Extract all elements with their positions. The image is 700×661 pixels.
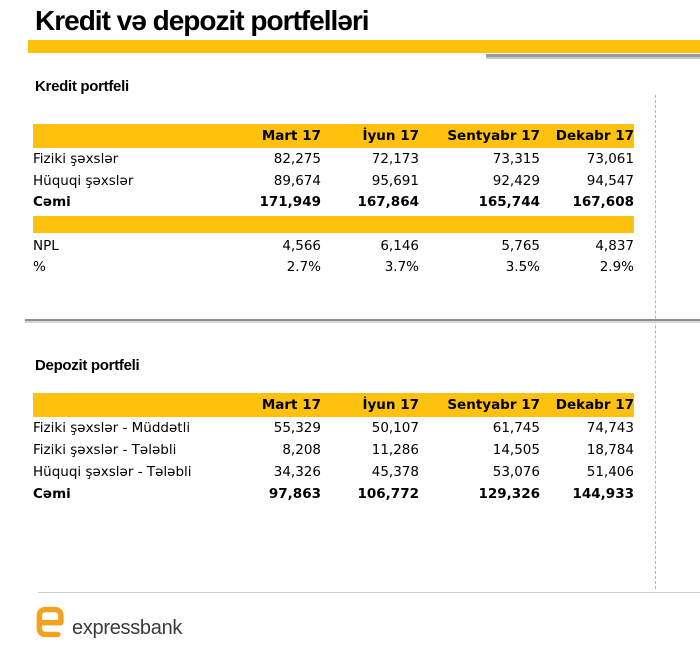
row-label: Hüquqi şəxslər - Tələbli <box>33 464 192 480</box>
table-row: Cəmi 171,949 167,864 165,744 167,608 <box>33 192 634 214</box>
cell-value: 74,743 <box>586 420 634 436</box>
cell-value: 73,315 <box>492 151 540 167</box>
row-label: Fiziki şəxslər - Müddətli <box>33 420 191 436</box>
cell-value: 61,745 <box>492 420 540 436</box>
cell-value: 34,326 <box>273 464 321 480</box>
table-row: Fiziki şəxslər - Tələbli 8,208 11,286 14,50… <box>33 439 634 461</box>
cell-value: 97,863 <box>268 486 321 502</box>
cell-value: 89,674 <box>273 173 321 189</box>
cell-value: 50,107 <box>371 420 419 436</box>
column-header: Dekabr 17 <box>540 393 634 417</box>
page-title: Kredit və depozit portfelləri <box>35 5 369 36</box>
kredit-table: Mart 17 İyun 17 Sentyabr 17 Dekabr 17 Fizik… <box>33 124 634 278</box>
cell-value: 2.9% <box>599 259 634 275</box>
cell-value: 167,864 <box>357 194 420 211</box>
column-header: Sentyabr 17 <box>419 393 540 417</box>
table-row: Hüquqi şəxslər 89,674 95,691 92,429 94,547 <box>33 170 634 192</box>
cell-value: 53,076 <box>492 464 540 480</box>
title-underline-bar <box>28 40 700 53</box>
cell-value: 72,173 <box>371 151 419 167</box>
column-header: Mart 17 <box>234 124 321 148</box>
cell-value: 82,275 <box>273 151 321 167</box>
column-header: Dekabr 17 <box>540 124 634 148</box>
dashed-guide-line <box>655 95 656 589</box>
cell-value: 92,429 <box>492 173 540 189</box>
table-row: Fiziki şəxslər 82,275 72,173 73,315 73,061 <box>33 148 634 170</box>
table-row: Hüquqi şəxslər - Tələbli 34,326 45,378 53,0… <box>33 461 634 483</box>
row-label: Cəmi <box>33 486 71 502</box>
cell-value: 94,547 <box>586 173 634 189</box>
cell-value: 4,566 <box>282 237 321 254</box>
cell-value: 2.7% <box>286 259 321 275</box>
cell-value: 45,378 <box>371 464 419 480</box>
cell-value: 11,286 <box>371 442 419 458</box>
cell-value: 129,326 <box>478 486 541 502</box>
row-label: Hüquqi şəxslər <box>33 173 134 189</box>
gray-accent-bar <box>486 54 700 59</box>
column-header: İyun 17 <box>321 124 419 148</box>
column-header: İyun 17 <box>321 393 419 417</box>
yellow-separator-row <box>33 212 634 235</box>
cell-value: 18,784 <box>586 442 634 458</box>
cell-value: 144,933 <box>572 486 635 502</box>
cell-value: 3.5% <box>505 259 540 275</box>
table-row: NPL 4,566 6,146 5,765 4,837 <box>33 234 634 256</box>
cell-value: 5,765 <box>501 237 540 254</box>
cell-value: 51,406 <box>586 464 634 480</box>
table-row: Cəmi 97,863 106,772 129,326 144,933 <box>33 483 634 505</box>
logo-wordmark: expressbank <box>72 617 183 639</box>
cell-value: 171,949 <box>259 194 322 211</box>
cell-value: 8,208 <box>282 442 321 458</box>
cell-value: 167,608 <box>572 194 635 211</box>
row-label: NPL <box>33 237 59 254</box>
cell-value: 106,772 <box>357 486 420 502</box>
cell-value: 3.7% <box>384 259 419 275</box>
cell-value: 165,744 <box>478 194 541 211</box>
table-row: Fiziki şəxslər - Müddətli 55,329 50,107 61,… <box>33 417 634 439</box>
kredit-section-heading: Kredit portfeli <box>35 78 129 95</box>
cell-value: 73,061 <box>586 151 634 167</box>
depozit-header-row: Mart 17 İyun 17 Sentyabr 17 Dekabr 17 <box>33 393 634 417</box>
cell-value: 95,691 <box>371 173 419 189</box>
expressbank-logo: expressbank <box>33 605 182 639</box>
footer-divider-line <box>38 592 700 593</box>
depozit-table: Mart 17 İyun 17 Sentyabr 17 Dekabr 17 Fizik… <box>33 393 634 505</box>
kredit-header-row: Mart 17 İyun 17 Sentyabr 17 Dekabr 17 <box>33 124 634 148</box>
column-header: Sentyabr 17 <box>419 124 540 148</box>
empty-header-cell <box>33 124 234 148</box>
row-label: % <box>33 259 46 275</box>
column-header: Mart 17 <box>234 393 321 417</box>
expressbank-e-icon <box>33 605 70 639</box>
cell-value: 4,837 <box>595 237 634 254</box>
cell-value: 6,146 <box>380 237 419 254</box>
cell-value: 55,329 <box>273 420 321 436</box>
cell-value: 14,505 <box>492 442 540 458</box>
row-label: Fiziki şəxslər - Tələbli <box>33 442 177 458</box>
empty-header-cell <box>33 393 234 417</box>
depozit-section-heading: Depozit portfeli <box>35 357 140 374</box>
row-label: Cəmi <box>33 194 71 211</box>
table-row: % 2.7% 3.7% 3.5% 2.9% <box>33 256 634 278</box>
section-divider-line <box>25 319 700 323</box>
row-label: Fiziki şəxslər <box>33 151 119 167</box>
